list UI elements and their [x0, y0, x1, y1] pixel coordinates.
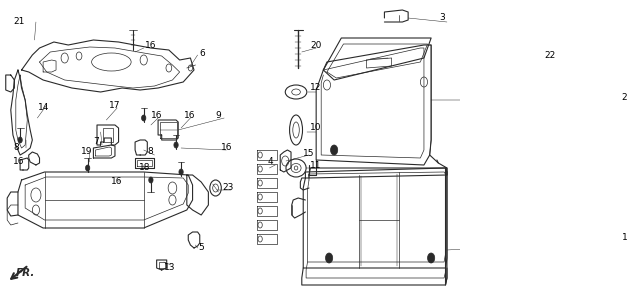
- Circle shape: [86, 165, 90, 171]
- Text: 22: 22: [544, 50, 555, 59]
- Text: 8: 8: [13, 143, 19, 152]
- Text: 21: 21: [13, 17, 24, 26]
- Text: 6: 6: [200, 49, 205, 58]
- Text: 13: 13: [164, 263, 175, 272]
- Text: 11: 11: [310, 160, 322, 169]
- Text: 15: 15: [303, 148, 315, 158]
- Text: 14: 14: [38, 103, 49, 112]
- Circle shape: [18, 137, 22, 143]
- Circle shape: [148, 177, 153, 183]
- Text: 16: 16: [221, 143, 232, 152]
- Circle shape: [179, 169, 183, 175]
- Circle shape: [174, 142, 178, 148]
- Text: 5: 5: [198, 244, 204, 253]
- Text: 2: 2: [621, 94, 627, 103]
- Text: 10: 10: [310, 124, 322, 133]
- Text: 12: 12: [310, 83, 322, 92]
- Text: 16: 16: [13, 158, 24, 166]
- Text: 16: 16: [145, 40, 157, 50]
- Text: 20: 20: [310, 40, 322, 50]
- Text: 9: 9: [216, 110, 221, 119]
- Circle shape: [326, 253, 333, 263]
- Text: 17: 17: [109, 100, 121, 109]
- Text: 16: 16: [151, 110, 163, 119]
- Text: 16: 16: [111, 178, 123, 187]
- Circle shape: [428, 253, 435, 263]
- Text: 7: 7: [93, 137, 99, 146]
- Text: 3: 3: [440, 14, 445, 22]
- Text: 16: 16: [184, 110, 195, 119]
- Text: 8: 8: [147, 148, 153, 157]
- Circle shape: [330, 145, 338, 155]
- Circle shape: [141, 115, 146, 121]
- Text: 23: 23: [223, 184, 234, 193]
- Text: 4: 4: [268, 158, 274, 166]
- Text: 1: 1: [621, 233, 627, 242]
- Text: FR.: FR.: [16, 268, 35, 278]
- Text: 19: 19: [81, 148, 93, 157]
- Text: 18: 18: [139, 164, 150, 172]
